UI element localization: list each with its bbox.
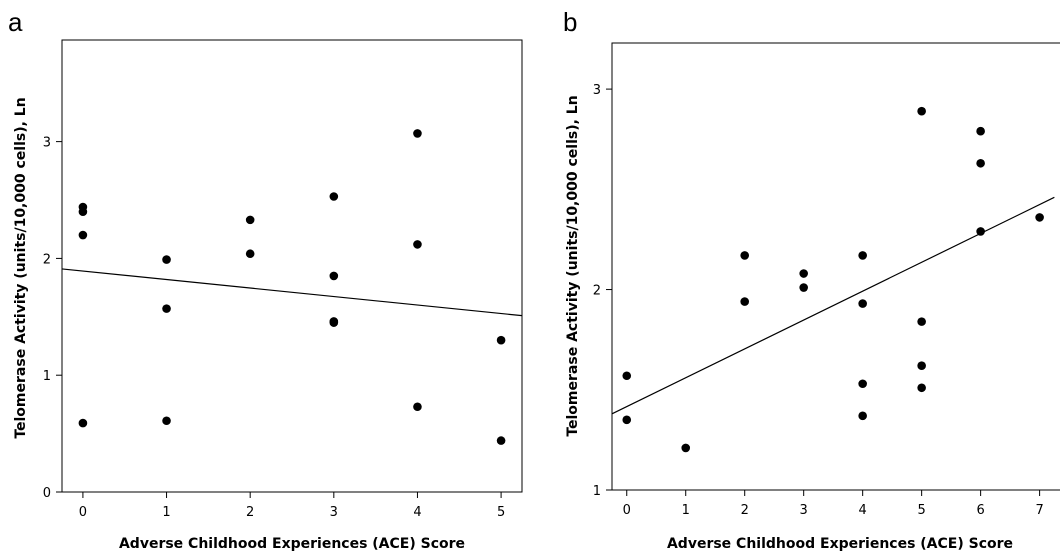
panel-a-x-axis-title: Adverse Childhood Experiences (ACE) Scor… [119, 536, 465, 552]
panel-a-data-point [329, 318, 339, 327]
panel-b-x-tick-label: 3 [800, 503, 808, 518]
panel-b-y-tick-label: 3 [593, 83, 601, 98]
panel-b-data-point [917, 361, 926, 371]
panel-a-data-point [245, 215, 255, 225]
panel-a-x-tick-label: 2 [246, 505, 254, 520]
panel-b-plot-frame [611, 42, 1060, 491]
panel-a-x-tick-label: 0 [79, 505, 87, 520]
panel-a-data-point [413, 240, 422, 249]
panel-b-y-tick-label: 2 [593, 284, 601, 299]
panel-b-data-point [799, 269, 808, 278]
panel-b-x-tick-label: 1 [682, 503, 690, 518]
panel-a-data-point [496, 436, 506, 445]
panel-a-x-tick-label: 4 [413, 505, 421, 520]
panel-b-x-tick-label: 4 [859, 503, 867, 518]
panel-a-data-point [329, 271, 339, 281]
panel-b-data-point [917, 106, 926, 116]
panel-a-data-point [78, 207, 88, 216]
panel-a-y-tick-label: 0 [43, 486, 51, 501]
panel-b-letter: b [563, 7, 577, 37]
panel-b-x-axis-title: Adverse Childhood Experiences (ACE) Scor… [667, 536, 1013, 552]
panel-b-data-point [858, 251, 867, 260]
panel-b-data-point [976, 227, 985, 236]
panel-b-x-tick-label: 2 [741, 503, 749, 518]
panel-a-data-point [78, 418, 88, 428]
panel-b-x-tick-label: 7 [1035, 503, 1043, 518]
panel-a-data-point [496, 335, 506, 345]
panel-a-y-tick-label: 3 [43, 136, 51, 151]
panel-b-data-point [681, 443, 691, 453]
panel-b-y-axis-title: Telomerase Activity (units/10,000 cells)… [565, 95, 581, 436]
panel-a-x-tick-label: 3 [330, 505, 338, 520]
panel-b-data-point [858, 411, 867, 421]
panel-a-plot-frame [61, 39, 523, 493]
panel-b-y-tick-label: 1 [593, 484, 601, 499]
panel-b-data-point [976, 126, 985, 136]
panel-a-letter: a [8, 7, 23, 37]
panel-a-data-point [162, 304, 171, 313]
panel-b-x-tick-label: 6 [976, 503, 984, 518]
panel-b-data-point [917, 317, 926, 326]
panel-b-data-point [917, 383, 926, 393]
panel-a-y-tick-label: 2 [43, 252, 51, 267]
panel-a-y-tick-label: 1 [43, 369, 51, 384]
panel-a-regression-line [61, 268, 523, 317]
panel-a-y-axis-title: Telomerase Activity (units/10,000 cells)… [13, 97, 29, 438]
panel-b-data-point [740, 297, 750, 306]
panel-b-data-point [858, 299, 867, 308]
panel-b-data-point [976, 158, 985, 168]
panel-a-data-point [329, 192, 339, 201]
panel-a-data-point [413, 129, 422, 138]
panel-a-data-point [413, 402, 422, 412]
panel-b-data-point [622, 371, 632, 381]
panel-b-x-tick-label: 0 [623, 503, 631, 518]
panel-b-data-point [799, 283, 808, 292]
panel-a-x-tick-label: 5 [497, 505, 505, 520]
panel-a-data-point [162, 255, 171, 264]
panel-a-data-point [245, 249, 255, 259]
panel-a-data-point [78, 230, 88, 240]
panel-b-data-point [1035, 213, 1044, 222]
panel-b-x-tick-label: 5 [918, 503, 926, 518]
panel-b-data-point [858, 379, 867, 389]
panel-a-x-tick-label: 1 [162, 505, 170, 520]
panel-b-data-point [622, 415, 632, 425]
panel-b-regression-line [611, 196, 1055, 415]
panel-a-data-point [162, 416, 171, 426]
panel-a: a 0 1 2 3 4 5 0 1 2 3 Adverse Childhood Experienc… [8, 7, 523, 552]
panel-b: b 0 1 2 3 4 5 6 7 1 2 3 Adverse Childhood Experien… [563, 7, 1060, 552]
panel-b-data-point [740, 251, 750, 260]
